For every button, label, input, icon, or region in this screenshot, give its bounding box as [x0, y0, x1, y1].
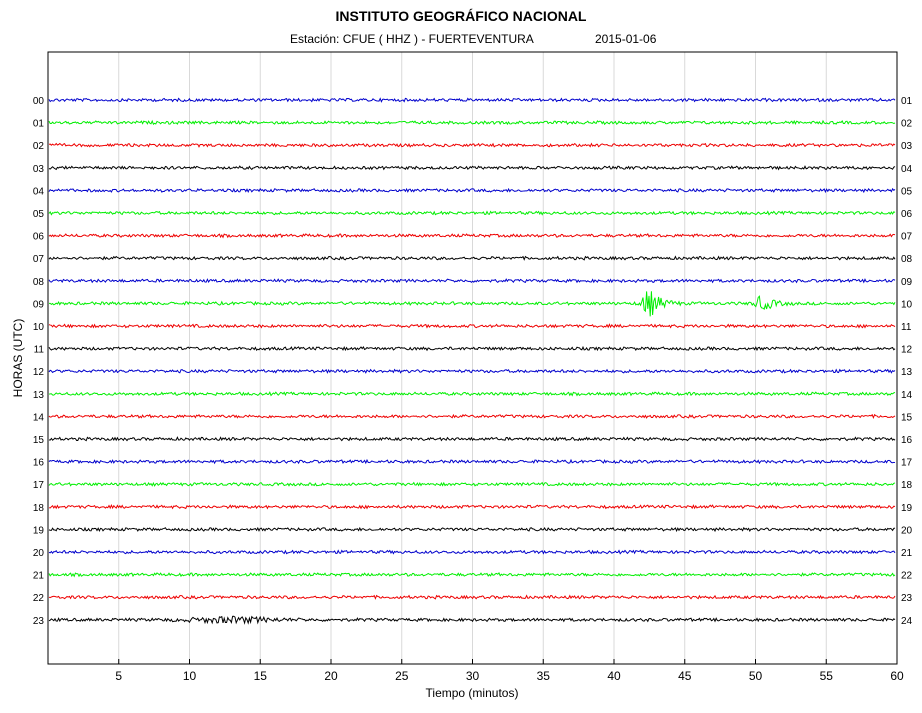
x-axis-ticks: 5 10 15 20 25 30 35 40 45 50 55 60: [115, 659, 904, 683]
trace-hour-07: [48, 255, 896, 261]
x-tick-label: 10: [183, 669, 197, 683]
right-hour-label: 21: [901, 548, 913, 559]
left-hour-label: 10: [33, 322, 45, 333]
trace-hour-03: [48, 165, 896, 171]
left-hour-label: 20: [33, 548, 45, 559]
trace-hour-15: [48, 436, 896, 442]
right-hour-label: 06: [901, 209, 913, 220]
trace-hour-14: [48, 413, 896, 420]
left-hour-label: 18: [33, 503, 45, 514]
left-hour-labels: 00 01 02 03 04 05 06 07 08 09 10 11 12 13 14 15 16 17 18 19…: [33, 96, 45, 627]
right-hour-label: 18: [901, 480, 913, 491]
x-tick-label: 30: [466, 669, 480, 683]
right-hour-label: 11: [901, 322, 912, 333]
left-hour-label: 07: [33, 254, 45, 265]
x-tick-label: 25: [395, 669, 409, 683]
left-hour-label: 22: [33, 593, 45, 604]
trace-hour-05: [48, 210, 896, 216]
left-hour-label: 08: [33, 277, 45, 288]
seismic-traces: [48, 97, 896, 625]
x-tick-label: 45: [678, 669, 692, 683]
right-hour-label: 09: [901, 277, 913, 288]
left-hour-label: 23: [33, 616, 45, 627]
right-hour-label: 24: [901, 616, 913, 627]
left-hour-label: 09: [33, 299, 45, 310]
trace-hour-13: [48, 391, 896, 397]
left-hour-label: 06: [33, 232, 45, 243]
trace-hour-01: [48, 119, 896, 126]
right-hour-label: 04: [901, 164, 913, 175]
left-hour-label: 14: [33, 412, 45, 423]
trace-hour-12: [48, 368, 896, 374]
right-hour-label: 13: [901, 367, 913, 378]
trace-hour-06: [48, 233, 896, 239]
right-hour-labels: 01 02 03 04 05 06 07 08 09 10 11 12 13 14 15 16 17 18 19 20…: [901, 96, 913, 627]
left-hour-label: 19: [33, 525, 45, 536]
left-hour-label: 15: [33, 435, 45, 446]
left-hour-label: 01: [33, 119, 45, 130]
y-axis-label: HORAS (UTC): [11, 319, 25, 398]
left-hour-label: 03: [33, 164, 45, 175]
right-hour-label: 10: [901, 299, 913, 310]
trace-hour-00: [48, 97, 896, 103]
left-hour-label: 05: [33, 209, 45, 220]
right-hour-label: 12: [901, 345, 913, 356]
right-hour-label: 08: [901, 254, 913, 265]
right-hour-label: 17: [901, 458, 913, 469]
trace-hour-21: [48, 572, 896, 578]
x-tick-label: 35: [537, 669, 551, 683]
trace-hour-16: [48, 458, 896, 465]
left-hour-label: 16: [33, 458, 45, 469]
x-tick-label: 40: [607, 669, 621, 683]
left-hour-label: 21: [33, 571, 45, 582]
trace-hour-20: [48, 549, 896, 555]
trace-hour-08: [48, 278, 896, 284]
x-axis-label: Tiempo (minutos): [426, 686, 519, 700]
date-label: 2015-01-06: [595, 32, 657, 46]
right-hour-label: 02: [901, 119, 913, 130]
vertical-gridlines: [118, 52, 827, 664]
x-tick-label: 60: [890, 669, 904, 683]
x-tick-label: 5: [115, 669, 122, 683]
x-tick-label: 55: [820, 669, 834, 683]
left-hour-label: 00: [33, 96, 45, 107]
trace-hour-10: [48, 323, 896, 329]
trace-hour-22: [48, 594, 896, 600]
right-hour-label: 22: [901, 571, 913, 582]
trace-hour-17: [48, 481, 896, 487]
trace-hour-23: [48, 615, 896, 625]
station-label: Estación: CFUE ( HHZ ) - FUERTEVENTURA: [290, 32, 534, 46]
left-hour-label: 13: [33, 390, 45, 401]
right-hour-label: 16: [901, 435, 913, 446]
right-hour-label: 05: [901, 186, 913, 197]
left-hour-label: 12: [33, 367, 45, 378]
trace-hour-18: [48, 503, 896, 510]
left-hour-label: 02: [33, 141, 45, 152]
trace-hour-02: [48, 142, 896, 148]
x-tick-label: 50: [749, 669, 763, 683]
trace-hour-04: [48, 187, 896, 194]
right-hour-label: 19: [901, 503, 913, 514]
right-hour-label: 01: [901, 96, 913, 107]
left-hour-label: 04: [33, 186, 45, 197]
trace-hour-09: [48, 291, 896, 317]
x-tick-label: 15: [254, 669, 268, 683]
x-tick-label: 20: [324, 669, 338, 683]
trace-hour-11: [48, 345, 896, 352]
left-hour-label: 17: [33, 480, 45, 491]
right-hour-label: 03: [901, 141, 913, 152]
right-hour-label: 23: [901, 593, 913, 604]
right-hour-label: 14: [901, 390, 913, 401]
right-hour-label: 15: [901, 412, 913, 423]
right-hour-label: 20: [901, 525, 913, 536]
right-hour-label: 07: [901, 232, 913, 243]
chart-title: INSTITUTO GEOGRÁFICO NACIONAL: [335, 8, 587, 24]
trace-hour-19: [48, 526, 896, 533]
left-hour-label: 11: [34, 345, 45, 356]
